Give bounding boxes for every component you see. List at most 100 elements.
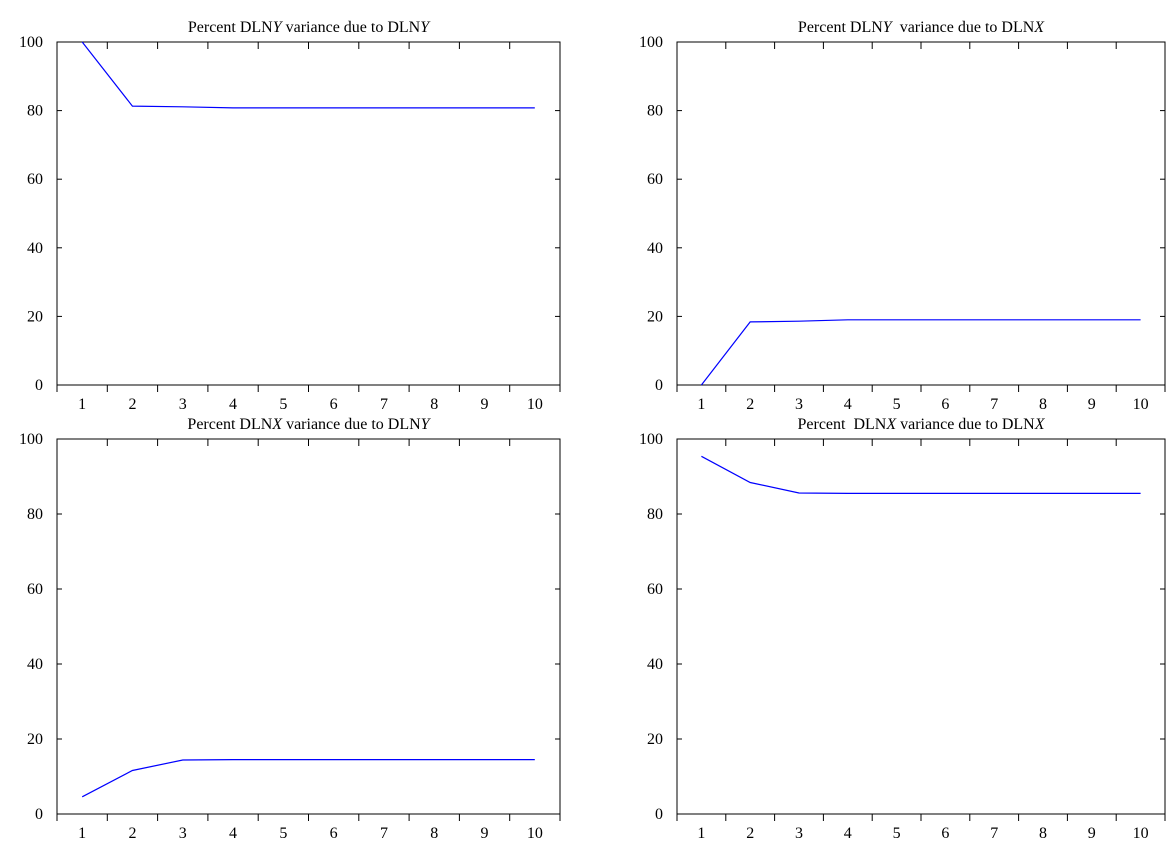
x-tick-label: 5: [279, 396, 287, 413]
chart-title: Percent DLNX variance due to DLNY: [187, 416, 431, 433]
chart-title-part: variance due to DLN: [282, 19, 421, 36]
y-tick-label: 20: [647, 308, 663, 325]
y-tick-label: 0: [655, 806, 663, 823]
data-point: [895, 318, 898, 321]
y-tick-label: 60: [27, 171, 43, 188]
x-tick-label: 9: [481, 396, 489, 413]
data-point: [1139, 318, 1142, 321]
y-tick-label: 80: [647, 506, 663, 523]
data-point: [798, 492, 801, 495]
x-tick-label: 6: [330, 825, 338, 842]
data-point: [700, 455, 703, 458]
y-tick-label: 40: [27, 240, 43, 257]
x-tick-label: 10: [1133, 825, 1149, 842]
data-point: [1042, 318, 1045, 321]
x-tick-label: 9: [481, 825, 489, 842]
data-point: [382, 758, 385, 761]
x-tick-label: 2: [746, 825, 754, 842]
data-point: [1042, 492, 1045, 495]
series-line: [81, 41, 535, 109]
plot-frame: [676, 41, 1166, 386]
data-point: [282, 106, 285, 109]
data-point: [382, 106, 385, 109]
series-line: [700, 319, 1141, 386]
data-point: [181, 105, 184, 108]
data-point: [483, 758, 486, 761]
data-point: [1139, 492, 1142, 495]
y-tick-label: 20: [647, 731, 663, 748]
chart-panel-1: Percent DLNY variance due to DLNY0204060…: [19, 19, 561, 413]
x-tick-label: 1: [78, 396, 86, 413]
data-point: [282, 758, 285, 761]
chart-title-part: Percent DLN: [797, 416, 886, 433]
chart-title-part: X: [271, 416, 283, 433]
chart-title-part: variance due to DLN: [282, 416, 421, 433]
y-tick-label: 100: [639, 34, 663, 51]
data-point: [846, 318, 849, 321]
plot-frame: [56, 438, 561, 815]
y-tick-label: 40: [647, 240, 663, 257]
x-tick-label: 2: [128, 825, 136, 842]
x-tick-label: 5: [893, 396, 901, 413]
data-point: [944, 492, 947, 495]
x-tick-label: 4: [229, 825, 237, 842]
series-line: [701, 455, 1141, 494]
x-tick-label: 9: [1088, 396, 1096, 413]
x-tick-label: 8: [430, 396, 438, 413]
x-tick-label: 3: [795, 825, 803, 842]
x-tick-label: 8: [1039, 396, 1047, 413]
y-tick-label: 20: [27, 731, 43, 748]
data-point: [1090, 318, 1093, 321]
chart-title-part: Y: [883, 19, 894, 36]
y-tick-label: 80: [27, 103, 43, 120]
y-tick-label: 100: [639, 431, 663, 448]
data-point: [131, 105, 134, 108]
x-tick-label: 9: [1088, 825, 1096, 842]
x-tick-label: 6: [941, 396, 949, 413]
chart-title-part: Y: [420, 19, 431, 36]
data-point: [131, 769, 134, 772]
data-point: [533, 758, 536, 761]
x-tick-label: 7: [380, 825, 388, 842]
data-point: [332, 758, 335, 761]
x-tick-label: 10: [1133, 396, 1149, 413]
y-tick-label: 0: [655, 377, 663, 394]
chart-title-part: Y: [421, 416, 432, 433]
data-point: [895, 492, 898, 495]
data-point: [993, 318, 996, 321]
y-tick-label: 100: [19, 431, 43, 448]
y-tick-label: 40: [647, 656, 663, 673]
data-point: [700, 384, 703, 387]
series-line: [81, 758, 535, 798]
chart-title: Percent DLNY variance due to DLNX: [798, 19, 1045, 36]
plot-frame: [676, 438, 1166, 815]
y-tick-label: 0: [35, 377, 43, 394]
chart-title-part: Percent DLN: [798, 19, 883, 36]
x-tick-label: 3: [179, 825, 187, 842]
data-point: [846, 492, 849, 495]
x-tick-label: 2: [128, 396, 136, 413]
data-point: [332, 106, 335, 109]
chart-title-part: Percent DLN: [188, 19, 273, 36]
x-tick-label: 3: [179, 396, 187, 413]
x-tick-label: 4: [844, 396, 852, 413]
chart-title-part: X: [1034, 416, 1046, 433]
data-point: [433, 106, 436, 109]
y-tick-label: 40: [27, 656, 43, 673]
x-tick-label: 10: [527, 825, 543, 842]
data-point: [81, 41, 84, 44]
data-point: [232, 106, 235, 109]
x-tick-label: 7: [380, 396, 388, 413]
data-point: [1090, 492, 1093, 495]
data-point: [81, 795, 84, 798]
chart-title-part: variance due to DLN: [892, 19, 1035, 36]
x-tick-label: 2: [746, 396, 754, 413]
x-tick-label: 4: [229, 396, 237, 413]
chart-title-part: Percent DLN: [187, 416, 272, 433]
y-tick-label: 100: [19, 34, 43, 51]
y-tick-label: 80: [27, 506, 43, 523]
x-tick-label: 4: [844, 825, 852, 842]
chart-panel-2: Percent DLNY variance due to DLNX 0 20 40 60…: [639, 19, 1166, 413]
data-point: [944, 318, 947, 321]
y-tick-label: 60: [27, 581, 43, 598]
